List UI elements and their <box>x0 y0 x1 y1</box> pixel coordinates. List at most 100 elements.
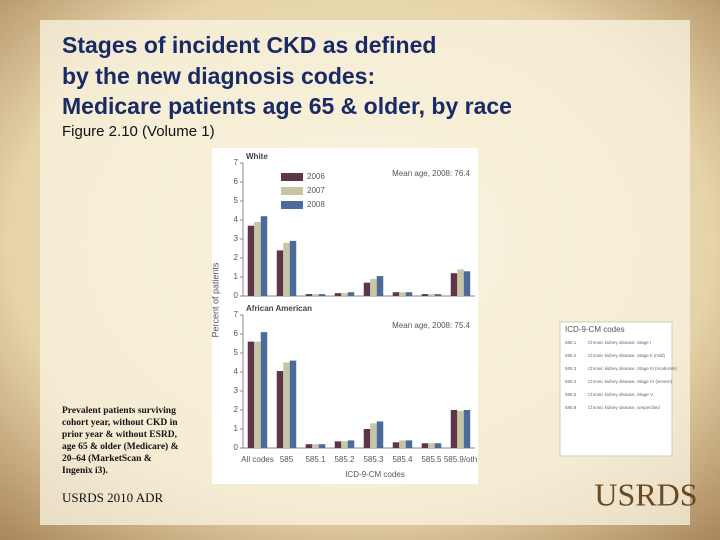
y-tick-label: 3 <box>234 386 239 395</box>
bar <box>347 292 355 296</box>
note-line: prior year & without ESRD, <box>62 430 178 440</box>
y-tick-label: 5 <box>234 348 239 357</box>
logo: USRDS <box>594 476 697 512</box>
inset-text: Chronic kidney disease, Stage III (moder… <box>588 366 678 371</box>
bar <box>434 443 442 448</box>
x-tick-label: 585.3 <box>363 455 384 464</box>
bar <box>450 410 458 448</box>
title-line: Stages of incident CKD as defined <box>62 32 436 58</box>
bar <box>363 429 371 448</box>
bar <box>457 410 464 448</box>
x-tick-label: 585.2 <box>334 455 355 464</box>
bar <box>463 271 471 296</box>
subtitle: Figure 2.10 (Volume 1) <box>62 123 215 140</box>
x-tick-label: 585.4 <box>392 455 413 464</box>
bar <box>283 362 290 448</box>
annotation: Mean age, 2008: 76.4 <box>392 169 470 178</box>
y-tick-label: 3 <box>234 234 239 243</box>
y-tick-label: 0 <box>234 443 239 452</box>
bar <box>392 292 400 296</box>
source: USRDS 2010 ADR <box>62 490 163 505</box>
legend-label: 2007 <box>307 186 325 195</box>
bar <box>289 240 297 296</box>
legend-swatch <box>281 201 303 209</box>
note-line: Ingenix i3). <box>62 465 108 476</box>
inset-text: Chronic kidney disease, Stage V <box>588 392 653 397</box>
inset-title: ICD-9-CM codes <box>565 325 625 334</box>
bar <box>289 360 297 448</box>
y-tick-label: 1 <box>234 424 239 433</box>
bar <box>392 442 400 448</box>
bar <box>399 292 406 296</box>
inset-text: Chronic kidney disease, Stage I <box>588 340 651 345</box>
note-line: age 65 & older (Medicare) & <box>62 441 179 452</box>
x-tick-label: 585.1 <box>305 455 326 464</box>
x-tick-label: 585.9/oth <box>444 455 477 464</box>
bar <box>334 293 342 296</box>
charts: 0 1 2 3 4 5 6 7 White Mean age, 2008: 76.4 Percent… <box>210 152 477 479</box>
bar <box>457 269 464 296</box>
bar <box>463 410 471 448</box>
y-tick-label: 0 <box>234 291 239 300</box>
bar <box>260 332 268 448</box>
bar <box>247 225 255 296</box>
y-tick-label: 7 <box>234 158 239 167</box>
inset-text: Chronic kidney disease, Stage II (mild) <box>588 353 666 358</box>
bar <box>276 371 284 448</box>
bar <box>260 216 268 296</box>
bar <box>405 440 413 448</box>
bar <box>254 221 261 296</box>
title-line: by the new diagnosis codes: <box>62 63 375 89</box>
bar <box>312 444 319 448</box>
y-tick-label: 6 <box>234 329 239 338</box>
bar <box>312 294 319 296</box>
y-tick-label: 2 <box>234 405 239 414</box>
panel-title: African American <box>246 304 312 313</box>
bar <box>334 441 342 448</box>
bar <box>376 421 384 448</box>
legend-swatch <box>281 173 303 181</box>
note-line: 20–64 (MarketScan & <box>62 453 152 464</box>
inset-text: Chronic kidney disease, Stage IV (severe… <box>588 379 673 384</box>
bar <box>421 443 429 448</box>
y-tick-label: 1 <box>234 272 239 281</box>
inset-text: Chronic kidney disease, unspecified <box>588 405 660 410</box>
note: Prevalent patients surviving cohort year… <box>62 406 179 476</box>
bar <box>341 441 348 448</box>
bar <box>370 278 377 296</box>
legend-label: 2006 <box>307 172 325 181</box>
panel-title: White <box>246 152 268 161</box>
bar <box>399 440 406 448</box>
bar <box>363 282 371 296</box>
legend-label: 2008 <box>307 200 325 209</box>
bar <box>305 294 313 296</box>
bar <box>318 444 326 448</box>
bar <box>405 292 413 296</box>
legend-swatch <box>281 187 303 195</box>
y-tick-label: 4 <box>234 367 239 376</box>
bar <box>434 294 442 296</box>
inset-code: 585.3 <box>565 366 577 371</box>
bar <box>450 273 458 296</box>
x-tick-label: 585 <box>280 455 294 464</box>
inset-code: 585.2 <box>565 353 577 358</box>
y-tick-label: 7 <box>234 310 239 319</box>
inset-code: 585.5 <box>565 392 577 397</box>
y-tick-label: 2 <box>234 253 239 262</box>
y-tick-label: 5 <box>234 196 239 205</box>
bar <box>247 341 255 448</box>
x-tick-label: All codes <box>241 455 273 464</box>
bar <box>428 294 435 296</box>
annotation: Mean age, 2008: 75.4 <box>392 321 470 330</box>
bar <box>341 293 348 296</box>
bar <box>305 444 313 448</box>
note-line: Prevalent patients surviving <box>62 406 176 416</box>
y-axis-label: Percent of patients <box>210 262 220 338</box>
bar <box>318 294 326 296</box>
bar <box>276 250 284 296</box>
bar <box>428 443 435 448</box>
inset-code: 585.1 <box>565 340 577 345</box>
title-line: Medicare patients age 65 & older, by rac… <box>62 93 512 119</box>
inset-code: 585.4 <box>565 379 577 384</box>
inset: ICD-9-CM codes 585.1 Chronic kidney disea… <box>559 321 678 457</box>
